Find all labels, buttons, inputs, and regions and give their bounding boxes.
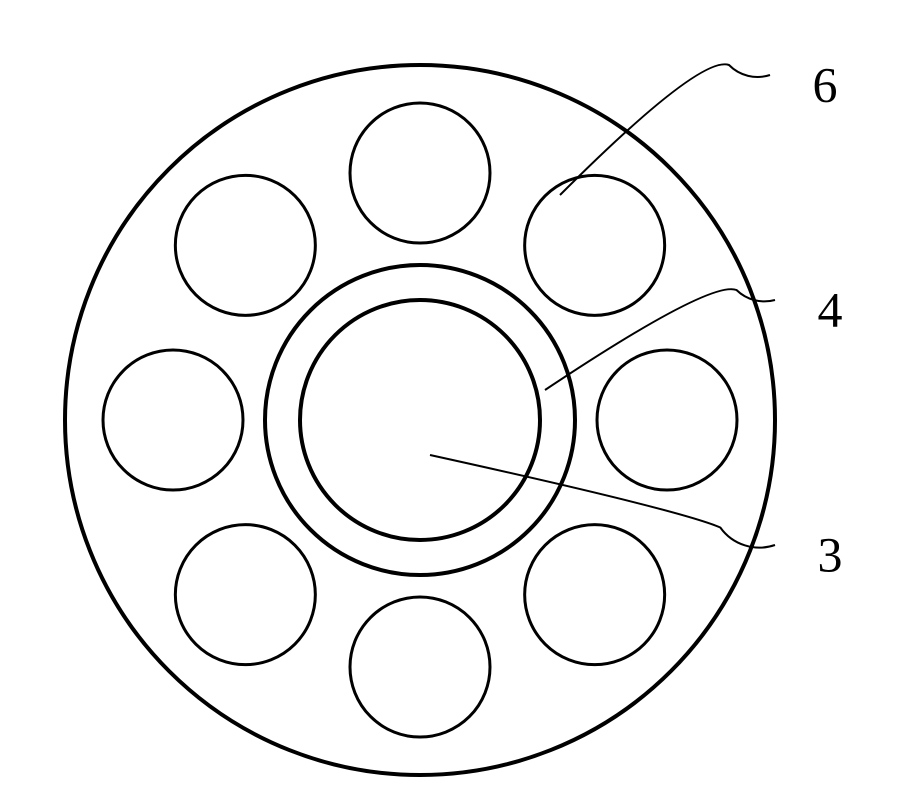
callout-label-4: 4 [818,281,843,337]
mechanical-cross-section-diagram: 6 4 3 [0,0,909,806]
callout-label-6: 6 [813,56,838,112]
callout-label-3: 3 [818,526,843,582]
